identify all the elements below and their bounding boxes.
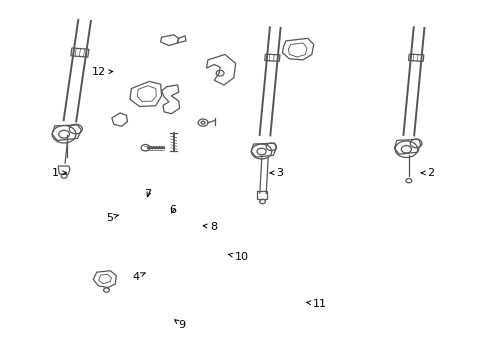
- Text: 5: 5: [105, 213, 118, 222]
- Text: 3: 3: [270, 168, 283, 178]
- Text: 6: 6: [168, 206, 176, 216]
- Text: 9: 9: [174, 320, 185, 330]
- Text: 1: 1: [52, 168, 66, 178]
- Text: 8: 8: [203, 222, 217, 231]
- Text: 11: 11: [306, 299, 326, 309]
- Text: 2: 2: [421, 168, 434, 178]
- Text: 10: 10: [228, 252, 248, 262]
- Text: 12: 12: [91, 67, 113, 77]
- Text: 4: 4: [132, 272, 145, 282]
- Text: 7: 7: [144, 189, 151, 199]
